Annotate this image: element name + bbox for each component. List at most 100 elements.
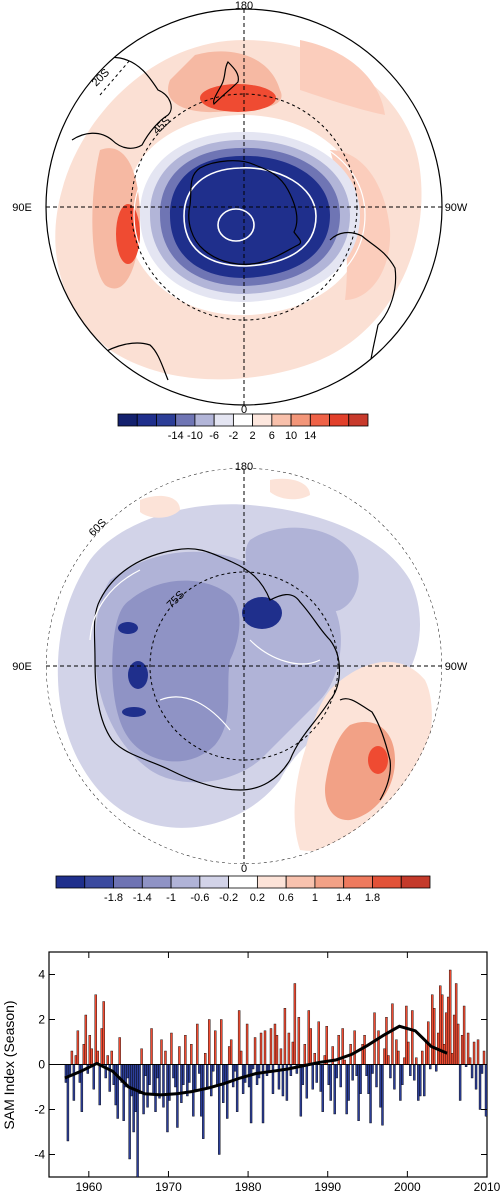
colorbar-middle-swatch: [400, 875, 431, 889]
colorbar-middle-tick-label: 0.2: [250, 892, 265, 904]
colorbar-middle: -1.8 -1.4 -1 -0.6 -0.2 0.2 0.6 1 1.4 1.8: [55, 875, 431, 904]
chart-bar: [253, 1037, 257, 1065]
chart-bar: [158, 1064, 161, 1099]
chart-bar: [327, 1064, 330, 1085]
colorbar-middle-swatch: [372, 875, 402, 889]
chart-bar: [429, 1064, 432, 1070]
colorbar-top-swatch: [136, 413, 157, 427]
colorbar-top: -14 -10 -6 -2 2 6 10 14: [117, 413, 369, 442]
chart-bar: [273, 1023, 277, 1065]
chart-bar: [140, 1048, 143, 1065]
chart-bar: [407, 1041, 410, 1065]
colorbar-top-tick-label: 2: [250, 430, 256, 442]
colorbar-middle-tick-label: 0.6: [279, 892, 294, 904]
chart-bar: [84, 1014, 88, 1065]
chart-bar: [405, 1005, 408, 1065]
map1-contour-lines: [133, 127, 366, 309]
colorbar-top-swatch: [175, 413, 196, 427]
colorbar-top-tick-label: 10: [285, 430, 297, 442]
colorbar-top-swatch: [348, 413, 369, 427]
chart-bar: [466, 1032, 470, 1065]
map2-positive-top-patch: [140, 495, 180, 518]
chart-bar: [126, 1064, 129, 1079]
chart-bar: [439, 985, 442, 1065]
chart-bar: [220, 1019, 223, 1065]
y-tick-label: -2: [34, 1103, 45, 1117]
chart-bar: [446, 996, 450, 1065]
chart-bar: [399, 1064, 402, 1101]
chart-bar: [243, 1064, 247, 1083]
chart-bar: [381, 1064, 384, 1126]
chart-bar: [114, 1064, 117, 1106]
colorbar-middle-tick-label: -0.6: [190, 892, 209, 904]
colorbar-middle-swatch: [228, 875, 258, 889]
chart-bar: [259, 1032, 263, 1065]
chart-bar: [214, 1030, 217, 1065]
chart-bar: [239, 1050, 243, 1065]
chart-bar: [315, 1064, 318, 1083]
x-tick-label: 1970: [155, 1180, 182, 1194]
chart-bar: [401, 1064, 404, 1085]
chart-bar: [225, 1064, 229, 1119]
chart-bar: [419, 1064, 422, 1097]
chart-bar: [389, 1064, 392, 1079]
x-tick-label: 2000: [394, 1180, 421, 1194]
chart-bar: [76, 1030, 80, 1065]
chart-bar: [395, 1039, 398, 1065]
chart-bar: [164, 1050, 167, 1065]
chart-bar: [92, 1064, 95, 1090]
colorbar-top-tick-label: 14: [304, 430, 316, 442]
chart-bar: [235, 1064, 239, 1112]
chart-bar: [480, 1064, 484, 1074]
chart-bar: [335, 1064, 338, 1079]
chart-bar: [478, 1064, 482, 1110]
chart-ylabel: SAM Index (Season): [1, 1000, 17, 1129]
colorbar-middle-tick-label: 1.4: [336, 892, 351, 904]
chart-bar: [359, 1064, 362, 1094]
chart-bar: [303, 1044, 307, 1065]
chart-bar: [231, 1064, 235, 1088]
chart-bar: [365, 1064, 368, 1076]
chart-bar: [317, 1021, 320, 1065]
chart-bar: [88, 1035, 92, 1065]
polar-map-middle: 180 0 90E 90W 60S 75S: [12, 461, 468, 875]
chart-bar: [275, 1035, 279, 1065]
chart-bar: [277, 1064, 281, 1090]
chart-bar: [383, 1048, 386, 1065]
colorbar-top-swatch: [252, 413, 273, 427]
colorbar-middle-swatch: [199, 875, 230, 889]
colorbar-top-swatch: [117, 413, 138, 427]
chart-bar: [154, 1064, 157, 1112]
colorbar-top-swatch: [271, 413, 292, 427]
chart-bar: [204, 1053, 207, 1065]
chart-bar: [377, 1030, 380, 1065]
chart-bar: [156, 1064, 159, 1079]
chart-bar: [82, 1044, 86, 1065]
chart-bar: [144, 1064, 147, 1076]
chart-bar: [476, 1039, 480, 1065]
map2-strong-negative-area: [112, 580, 240, 762]
colorbar-top-tick-label: 6: [269, 430, 275, 442]
colorbar-middle-swatch: [343, 875, 373, 889]
chart-bar: [233, 1064, 237, 1072]
chart-bar: [90, 1048, 93, 1065]
colorbar-middle-tick-label: -1.8: [104, 892, 123, 904]
chart-bar: [166, 1064, 169, 1133]
map1-negative-core: [170, 155, 330, 278]
map2-white-contours: [89, 569, 321, 731]
chart-bar: [482, 1050, 486, 1065]
map1-africa-coast: [99, 342, 169, 381]
chart-bar: [271, 1064, 275, 1094]
colorbar-middle-tick-label: -0.2: [219, 892, 238, 904]
chart-bar: [435, 1064, 438, 1072]
map2-min-dark-4: [122, 707, 146, 717]
chart-bar: [450, 1053, 454, 1065]
chart-bar: [385, 1017, 388, 1065]
chart-bar: [229, 1039, 233, 1065]
chart-bar: [309, 1028, 312, 1065]
map2-label-right: 90W: [445, 661, 468, 673]
chart-bar: [241, 1064, 245, 1094]
chart-bar: [333, 1064, 336, 1115]
chart-bar: [132, 1064, 135, 1133]
chart-bar: [301, 1064, 305, 1085]
